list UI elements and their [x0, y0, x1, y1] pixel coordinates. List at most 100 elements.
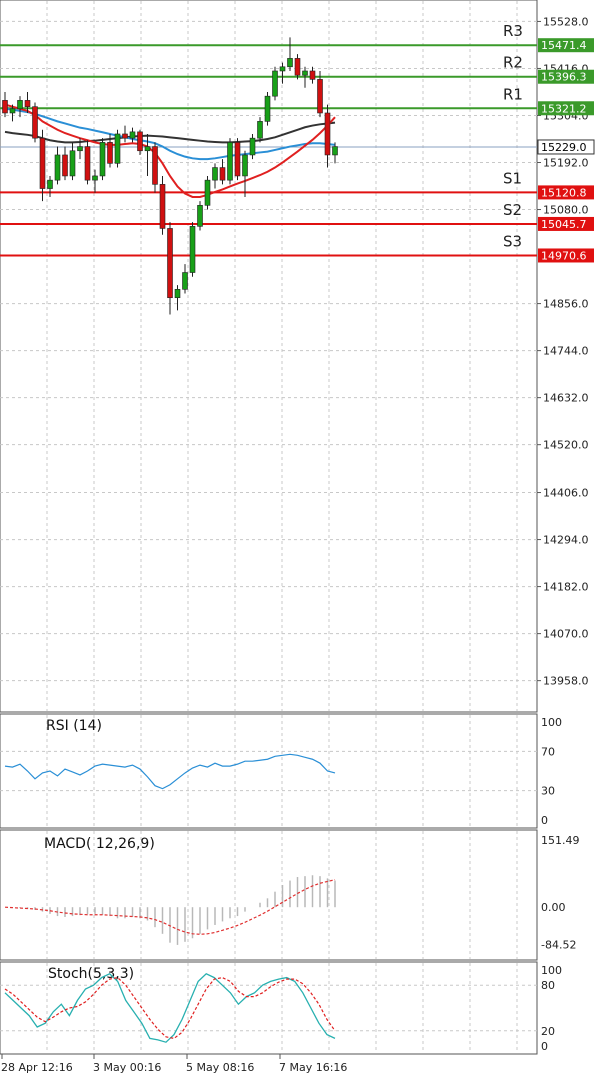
candle [332, 142, 338, 164]
candle-body [287, 58, 293, 68]
candle-body [182, 272, 188, 290]
candle-body [234, 142, 241, 177]
macd-tick-label: 0.00 [541, 901, 566, 914]
candle-body [39, 137, 46, 189]
candle [62, 146, 68, 181]
candle-body [54, 154, 61, 181]
candle [302, 66, 308, 88]
rsi-line [4, 753, 336, 790]
resistance-tag [538, 101, 594, 116]
candle [17, 96, 23, 118]
candle [99, 138, 106, 181]
candle [174, 285, 181, 311]
candle-body [62, 154, 68, 177]
candle-body [24, 100, 31, 107]
stoch-title: Stoch(5,3,3) [48, 966, 134, 982]
candle [249, 133, 256, 160]
candle [107, 133, 113, 168]
support-tag [538, 185, 594, 200]
candle-body [257, 121, 263, 139]
candle-body [204, 179, 211, 206]
candle [317, 70, 323, 118]
resistance-tag [538, 69, 594, 84]
candle [287, 37, 293, 71]
price-tick-label: 14294.0 [543, 534, 589, 547]
support-value-s3: 14970.6 [541, 249, 587, 262]
price-tick-label: 14856.0 [543, 298, 589, 311]
candle-body [17, 100, 23, 110]
candle [257, 117, 263, 143]
candle [264, 91, 271, 126]
candle [9, 104, 16, 122]
candle-body [242, 154, 248, 177]
candle-body [107, 142, 113, 164]
resistance-value-r3: 15471.4 [541, 39, 587, 52]
candle [219, 159, 226, 185]
candle-body [99, 142, 106, 177]
candle-body [2, 100, 8, 114]
price-tick-label: 15080.0 [543, 204, 589, 217]
candle-body [152, 146, 158, 185]
candle [144, 133, 151, 176]
candle [39, 129, 46, 202]
candle-body [219, 167, 226, 181]
price-tick-label: 14070.0 [543, 628, 589, 641]
panel-rsi [0, 713, 538, 829]
candle-body [272, 70, 278, 97]
resistance-value-r2: 15396.3 [541, 71, 587, 84]
support-label-s2: S2 [503, 201, 522, 219]
candle-body [332, 146, 338, 156]
candle-body [47, 179, 53, 189]
candle [189, 222, 196, 277]
candle [182, 264, 188, 294]
rsi-tick-label: 100 [541, 716, 562, 729]
candle-body [167, 228, 173, 299]
price-tick-label: 14182.0 [543, 581, 589, 594]
candle [129, 127, 136, 143]
candle-body [92, 175, 98, 181]
current-price-value: 15229.0 [541, 141, 587, 154]
candle-body [279, 66, 286, 72]
candle [234, 138, 241, 181]
resistance-label-r3: R3 [503, 22, 523, 40]
price-tick-label: 13958.0 [543, 675, 589, 688]
candle [159, 175, 166, 235]
stoch-tick-label: 100 [541, 964, 562, 977]
candle-body [302, 70, 308, 76]
candle-body [77, 146, 83, 152]
macd-signal-line [4, 879, 336, 935]
candle [227, 138, 233, 185]
candle-body [144, 146, 151, 152]
rsi-tick-label: 70 [541, 745, 555, 758]
candle-body [9, 108, 16, 114]
candle [69, 142, 76, 181]
price-tick-label: 15192.0 [543, 157, 589, 170]
rsi-title: RSI (14) [46, 718, 102, 734]
candle [294, 54, 301, 80]
rsi-tick-label: 30 [541, 785, 555, 798]
support-value-s2: 15045.7 [541, 218, 587, 231]
candle [92, 169, 98, 193]
candle-body [129, 131, 136, 139]
candle [77, 138, 83, 160]
candle-body [122, 133, 128, 139]
candle-body [227, 142, 233, 181]
moving-average-1 [4, 107, 336, 161]
x-axis-label: 7 May 16:16 [279, 1061, 347, 1074]
candle-body [264, 95, 271, 122]
support-value-s1: 15120.8 [541, 186, 587, 199]
resistance-tag [538, 38, 594, 53]
stoch-k-line [4, 973, 336, 1043]
candle [152, 142, 158, 193]
moving-average-0 [4, 121, 336, 144]
candle [47, 175, 53, 197]
candle [309, 66, 316, 84]
candle [204, 175, 211, 210]
candle-body [159, 184, 166, 229]
price-tick-label: 14632.0 [543, 392, 589, 405]
support-label-s3: S3 [503, 232, 522, 250]
candle-body [294, 58, 301, 76]
candle [212, 163, 218, 189]
current-price-tag [537, 139, 595, 155]
